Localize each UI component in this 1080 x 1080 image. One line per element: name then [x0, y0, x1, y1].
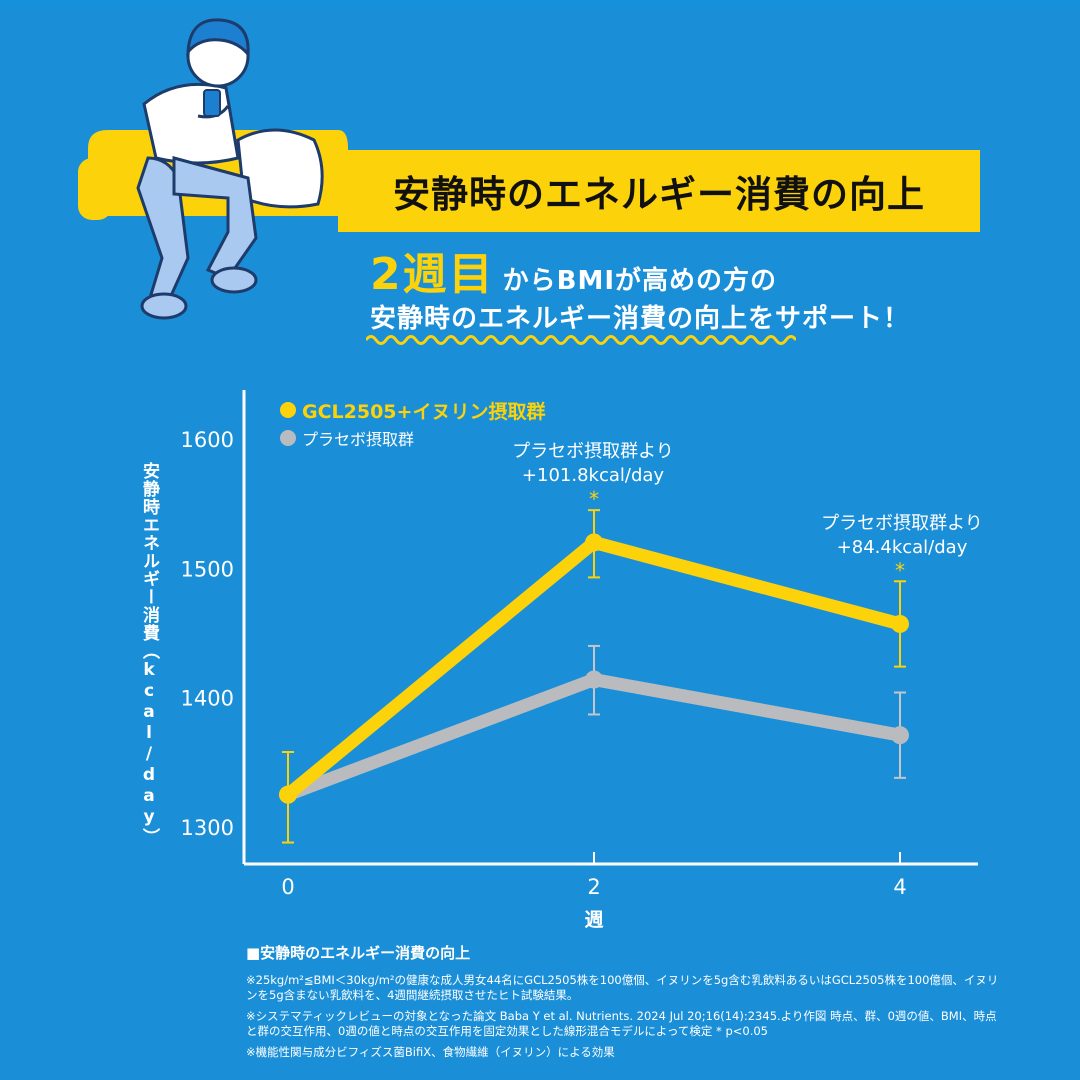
footer-note-2: ※システマティックレビューの対象となった論文 Baba Y et al. Nut… — [246, 1009, 997, 1038]
banner-title: 安静時のエネルギー消費の向上 — [393, 173, 925, 216]
data-point — [891, 614, 909, 633]
footer-notes: ■安静時のエネルギー消費の向上 ※25kg/m²≦BMI＜30kg/m²の健康な… — [246, 942, 1006, 1066]
legend-label-gcl: GCL2505+イヌリン摂取群 — [302, 400, 546, 423]
legend-marker-placebo — [280, 430, 296, 446]
x-tick-label: 0 — [281, 875, 294, 899]
x-axis-label: 週 — [584, 909, 603, 931]
data-point — [279, 785, 297, 804]
headline: 2週目 からBMIが高めの方の 安静時のエネルギー消費の向上をサポート！ — [370, 238, 990, 335]
annotation-week4-line2: +84.4kcal/day — [836, 537, 968, 558]
y-tick-label: 1600 — [181, 428, 234, 452]
data-point — [585, 670, 603, 689]
y-tick-label: 1500 — [181, 557, 234, 581]
headline-week: 2週目 — [370, 249, 495, 300]
y-axis-label: 安静時エネルギー消費（kcal/day） — [139, 462, 159, 846]
y-tick-label: 1300 — [181, 816, 234, 840]
annotation-week4: プラセボ摂取群より +84.4kcal/day — [792, 512, 1012, 560]
title-banner: 安静時のエネルギー消費の向上 — [338, 150, 980, 232]
x-tick-label: 4 — [893, 875, 906, 899]
legend-item-gcl: GCL2505+イヌリン摂取群 — [280, 396, 545, 424]
data-point — [585, 533, 603, 552]
annotation-week4-line1: プラセボ摂取群より — [821, 513, 983, 534]
headline-text-2: 安静時のエネルギー消費の向上をサポート！ — [370, 304, 911, 334]
y-tick-label: 1400 — [181, 687, 234, 711]
legend-item-placebo: プラセボ摂取群 — [280, 424, 545, 452]
top-edge — [0, 0, 1080, 10]
annotation-week2-line1: プラセボ摂取群より — [512, 441, 674, 462]
footer-title: ■安静時のエネルギー消費の向上 — [246, 944, 471, 962]
headline-text-1: からBMIが高めの方の — [502, 266, 777, 296]
person-on-sofa-illustration — [78, 18, 348, 320]
annotation-week2: プラセボ摂取群より +101.8kcal/day — [478, 440, 708, 488]
footer-note-1: ※25kg/m²≦BMI＜30kg/m²の健康な成人男女44名にGCL2505株… — [246, 973, 999, 1002]
legend: GCL2505+イヌリン摂取群 プラセボ摂取群 — [280, 396, 545, 452]
legend-label-placebo: プラセボ摂取群 — [302, 430, 415, 449]
significance-marker: * — [589, 487, 599, 511]
wavy-underline — [366, 335, 796, 345]
x-tick-label: 2 — [587, 875, 600, 899]
data-point — [891, 726, 909, 745]
legend-marker-gcl — [280, 402, 296, 418]
footer-note-3: ※機能性関与成分ビフィズス菌BifiX、食物繊維（イヌリン）による効果 — [246, 1045, 615, 1059]
significance-marker: * — [895, 558, 905, 582]
annotation-week2-line2: +101.8kcal/day — [521, 465, 665, 486]
